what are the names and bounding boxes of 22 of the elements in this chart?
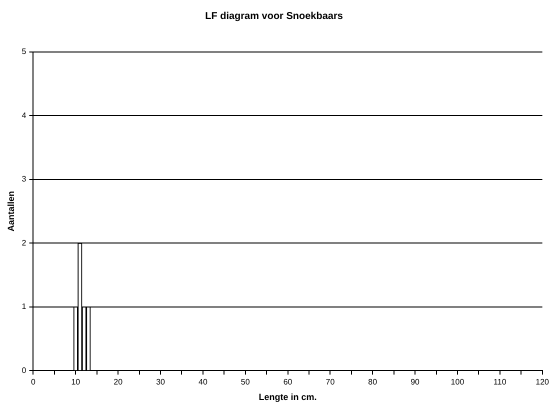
x-axis-title: Lengte in cm. bbox=[258, 392, 317, 402]
x-tick-label: 0 bbox=[31, 378, 36, 387]
x-tick-label: 110 bbox=[494, 378, 507, 387]
x-tick-label: 20 bbox=[114, 378, 124, 387]
chart-title: LF diagram voor Snoekbaars bbox=[205, 10, 344, 22]
y-tick-label: 0 bbox=[22, 366, 27, 375]
y-tick-label: 2 bbox=[22, 238, 27, 248]
x-tick-label: 40 bbox=[198, 378, 208, 387]
x-tick-label: 70 bbox=[326, 378, 336, 387]
x-tick-label: 30 bbox=[156, 378, 166, 387]
y-tick-label: 5 bbox=[22, 47, 27, 56]
x-tick-label: 100 bbox=[450, 378, 465, 387]
y-tick-label: 4 bbox=[22, 110, 27, 120]
x-tick-label: 60 bbox=[283, 378, 293, 387]
y-axis-title: Aantallen bbox=[6, 191, 16, 232]
y-tick-label: 3 bbox=[22, 174, 27, 184]
x-tick-label: 90 bbox=[410, 378, 420, 387]
x-tick-label: 50 bbox=[240, 378, 250, 387]
x-tick-label: 120 bbox=[536, 378, 550, 387]
x-tick-label: 10 bbox=[71, 378, 81, 387]
y-tick-label: 1 bbox=[22, 302, 27, 312]
x-tick-label: 80 bbox=[368, 378, 378, 387]
